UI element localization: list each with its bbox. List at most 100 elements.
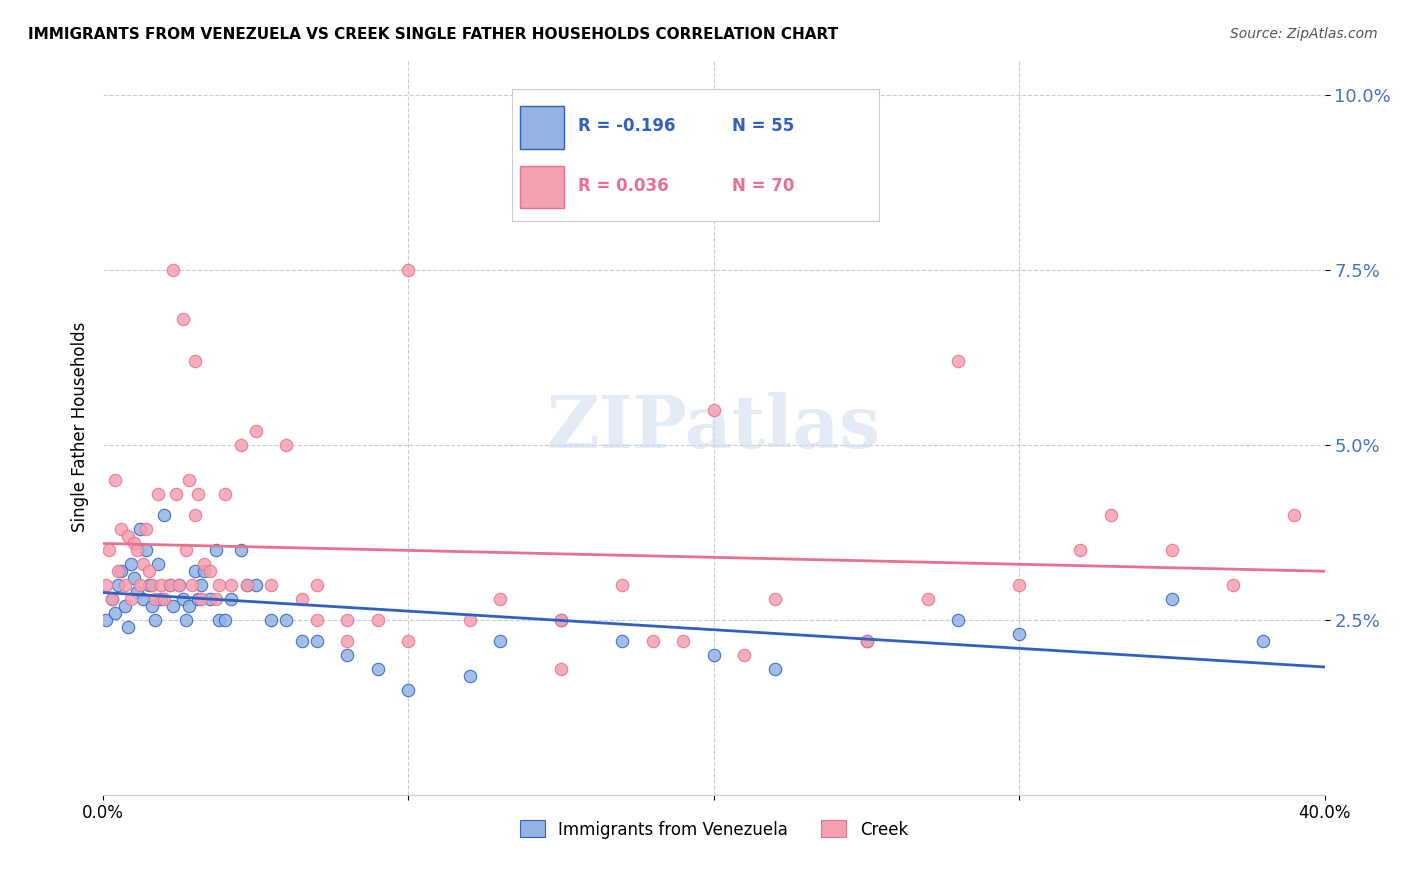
Point bbox=[641, 633, 664, 648]
Point bbox=[114, 577, 136, 591]
Point bbox=[1253, 633, 1275, 648]
Point bbox=[305, 577, 328, 591]
Point bbox=[336, 648, 359, 662]
Point bbox=[120, 557, 142, 571]
Point bbox=[153, 591, 176, 606]
Point bbox=[398, 262, 420, 277]
Point bbox=[336, 633, 359, 648]
Point bbox=[946, 353, 969, 368]
Point bbox=[917, 591, 939, 606]
Point bbox=[489, 633, 512, 648]
Text: Source: ZipAtlas.com: Source: ZipAtlas.com bbox=[1230, 27, 1378, 41]
Point bbox=[763, 662, 786, 676]
Point bbox=[107, 577, 129, 591]
Text: IMMIGRANTS FROM VENEZUELA VS CREEK SINGLE FATHER HOUSEHOLDS CORRELATION CHART: IMMIGRANTS FROM VENEZUELA VS CREEK SINGL… bbox=[28, 27, 838, 42]
Point bbox=[489, 591, 512, 606]
Point bbox=[855, 633, 877, 648]
Point bbox=[143, 591, 166, 606]
Point bbox=[305, 633, 328, 648]
Point bbox=[260, 613, 283, 627]
Point bbox=[367, 662, 389, 676]
Point bbox=[132, 591, 155, 606]
Point bbox=[1160, 542, 1182, 557]
Point bbox=[276, 613, 298, 627]
Point bbox=[291, 633, 314, 648]
Point bbox=[117, 529, 139, 543]
Point bbox=[159, 577, 181, 591]
Point bbox=[101, 591, 124, 606]
Point bbox=[114, 599, 136, 613]
Legend: Immigrants from Venezuela, Creek: Immigrants from Venezuela, Creek bbox=[513, 814, 914, 846]
Point bbox=[221, 577, 243, 591]
Point bbox=[235, 577, 257, 591]
Point bbox=[96, 613, 118, 627]
Point bbox=[1160, 591, 1182, 606]
Point bbox=[132, 557, 155, 571]
Point bbox=[96, 577, 118, 591]
Point bbox=[193, 564, 215, 578]
Point bbox=[110, 564, 132, 578]
Point bbox=[612, 577, 634, 591]
Point bbox=[122, 535, 145, 549]
Point bbox=[177, 599, 200, 613]
Point bbox=[128, 522, 150, 536]
Point bbox=[229, 542, 252, 557]
Point bbox=[291, 591, 314, 606]
Point bbox=[107, 564, 129, 578]
Point bbox=[367, 613, 389, 627]
Point bbox=[229, 437, 252, 451]
Point bbox=[672, 633, 695, 648]
Point bbox=[150, 577, 173, 591]
Point bbox=[138, 577, 160, 591]
Point bbox=[398, 633, 420, 648]
Point bbox=[946, 613, 969, 627]
Point bbox=[190, 591, 212, 606]
Point bbox=[135, 542, 157, 557]
Point bbox=[159, 577, 181, 591]
Point bbox=[260, 577, 283, 591]
Point bbox=[128, 577, 150, 591]
Point bbox=[208, 577, 231, 591]
Point bbox=[138, 564, 160, 578]
Text: ZIPatlas: ZIPatlas bbox=[547, 392, 882, 463]
Point bbox=[245, 577, 267, 591]
Point bbox=[110, 522, 132, 536]
Point bbox=[550, 613, 572, 627]
Point bbox=[153, 508, 176, 522]
Point bbox=[221, 591, 243, 606]
Point bbox=[141, 577, 163, 591]
Point bbox=[550, 662, 572, 676]
Point bbox=[172, 591, 194, 606]
Point bbox=[125, 584, 148, 599]
Point bbox=[193, 557, 215, 571]
Point bbox=[98, 542, 121, 557]
Point bbox=[184, 564, 207, 578]
Point bbox=[214, 486, 236, 500]
Point bbox=[187, 486, 209, 500]
Point bbox=[174, 613, 197, 627]
Point bbox=[125, 542, 148, 557]
Point bbox=[208, 613, 231, 627]
Point bbox=[458, 668, 481, 682]
Point bbox=[184, 353, 207, 368]
Point bbox=[733, 648, 755, 662]
Point bbox=[398, 682, 420, 697]
Point bbox=[235, 577, 257, 591]
Point bbox=[172, 311, 194, 326]
Y-axis label: Single Father Households: Single Father Households bbox=[72, 322, 89, 533]
Point bbox=[198, 591, 221, 606]
Point bbox=[117, 620, 139, 634]
Point bbox=[169, 577, 191, 591]
Point bbox=[245, 424, 267, 438]
Point bbox=[120, 591, 142, 606]
Point bbox=[104, 473, 127, 487]
Point bbox=[1069, 542, 1091, 557]
Point bbox=[703, 402, 725, 417]
Point bbox=[550, 613, 572, 627]
Point bbox=[763, 591, 786, 606]
Point bbox=[165, 486, 187, 500]
Point bbox=[180, 577, 202, 591]
Point bbox=[141, 599, 163, 613]
Point bbox=[458, 613, 481, 627]
Point bbox=[1282, 508, 1305, 522]
